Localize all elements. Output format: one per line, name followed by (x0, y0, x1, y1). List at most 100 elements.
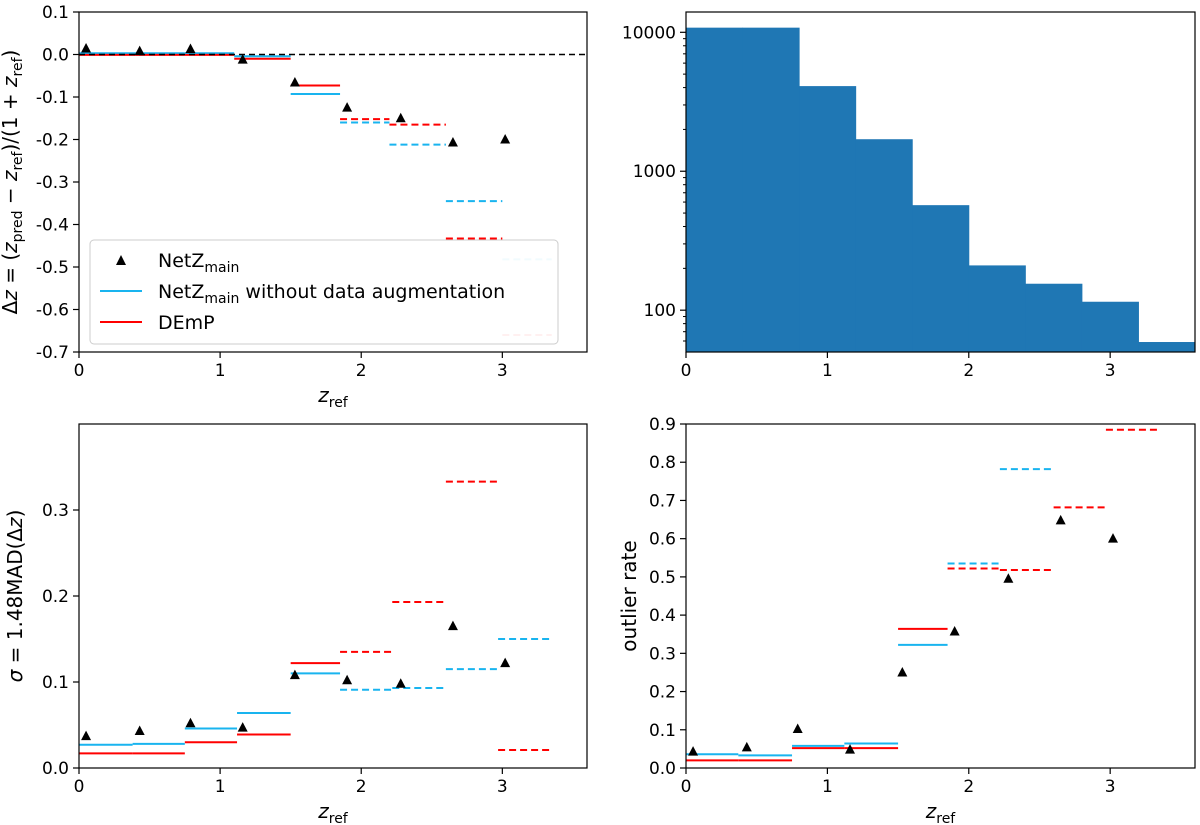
x-tick-label: 3 (1105, 777, 1116, 797)
legend-entry-label: NetZmain (158, 250, 239, 276)
y-tick-label: 0.1 (42, 673, 69, 693)
netz-main-point (342, 674, 353, 685)
netz-main-point (500, 134, 511, 144)
y-tick-label: 0.2 (649, 683, 676, 703)
netz-main-point (1055, 514, 1066, 525)
y-tick-label: 0.9 (649, 415, 676, 435)
ylabel-sub: ref (10, 150, 26, 170)
legend-label-main: NetZ (158, 250, 204, 272)
legend-box (89, 239, 559, 345)
plot-frame (685, 423, 1196, 769)
legend-label-sub: main (204, 291, 239, 307)
x-tick-label: 2 (963, 777, 974, 797)
x-tick-label: 1 (215, 777, 226, 797)
y-tick-label: 0.6 (649, 530, 676, 550)
x-tick-label: 1 (822, 777, 833, 797)
histogram-bar (968, 265, 1026, 352)
legend-label-rest: without data augmentation (239, 281, 505, 303)
plot-area (686, 428, 1160, 762)
ylabel-sigma: σ (3, 668, 27, 682)
y-tick-label: 0.8 (649, 453, 676, 473)
x-tick-label: 1 (822, 361, 833, 381)
y-tick-label: 0.2 (42, 587, 69, 607)
y-tick-label: 0.0 (42, 46, 69, 66)
y-tick-label: -0.1 (36, 88, 69, 108)
x-axis-label: zref (317, 799, 349, 825)
ylabel-mad: = 1.48MAD(Δ (3, 528, 27, 670)
x-label-sub: ref (936, 811, 956, 825)
ylabel-z: z (0, 76, 22, 88)
y-tick-label: 0.3 (42, 501, 69, 521)
plot-frame (78, 423, 588, 769)
y-tick-label: 0.1 (649, 721, 676, 741)
x-tick-label: 0 (74, 361, 85, 381)
netz-main-point (342, 102, 353, 112)
y-tick-label: -0.7 (36, 343, 69, 363)
y-axis-label: Δz = (zpred − zref)/(1 + zref) (0, 50, 26, 315)
x-tick-label: 0 (74, 777, 85, 797)
y-tick-label: -0.4 (36, 216, 69, 236)
ylabel-sub: ref (10, 56, 26, 76)
plot-frame (685, 11, 1196, 353)
x-label-sub: ref (329, 811, 349, 825)
netz-main-point (289, 669, 300, 680)
y-tick-label: 0.7 (649, 491, 676, 511)
netz-main-point (134, 725, 145, 736)
netz-main-point (134, 45, 145, 56)
legend-label-main: DEmP (158, 312, 215, 334)
y-tick-label: 0.5 (649, 568, 676, 588)
plot-area (79, 480, 552, 755)
panel-delta-z: 0 1 2 30.10.0-0.1-0.2-0.3-0.4-0.5-0.6-0.7zr… (0, 3, 588, 411)
y-tick-label: 0.4 (649, 606, 676, 626)
legend-triangle-marker (116, 255, 126, 265)
histogram-bar (1081, 301, 1139, 352)
netz-main-point (1107, 533, 1118, 543)
histogram-bar (1138, 342, 1196, 352)
y-tick-label: 100 (644, 301, 676, 321)
panel-outlier-rate: 0 1 2 3 0.0 0.1 0.2 0.3 0.4 0.5 0.6 0.7 0.8 0.9 zref ou… (617, 415, 1196, 825)
netz-main-point (237, 54, 248, 64)
ylabel-sub: pred (10, 211, 26, 243)
netz-main-point (81, 730, 92, 741)
netz-main-point (185, 717, 196, 728)
ylabel-text: outlier rate (617, 540, 641, 651)
legend-label-main: NetZ (158, 281, 204, 303)
ylabel-z: z (0, 170, 22, 182)
y-tick-label: -0.5 (36, 258, 69, 278)
netz-main-point (845, 744, 856, 754)
x-axis-label: zref (925, 799, 957, 825)
histogram-bar (912, 205, 970, 352)
legend-label-sub: main (204, 260, 239, 276)
y-axis-label: outlier rate (617, 540, 641, 651)
netz-main-point (792, 723, 803, 734)
histogram-bar (799, 86, 857, 352)
x-axis-label: zref (317, 383, 349, 411)
netz-main-point (949, 626, 960, 636)
panel-histogram: 0 1 2 3 100 1000 10000 (622, 11, 1196, 381)
x-tick-label: 2 (356, 777, 367, 797)
histogram-bar (855, 139, 913, 352)
x-tick-label: 3 (497, 777, 508, 797)
panel-sigma: 0 1 2 3 0.0 0.1 0.2 0.3 zref σ = 1.48MAD(Δz) (3, 423, 588, 825)
legend-entry-label: NetZmain without data augmentation (158, 281, 505, 307)
y-tick-label: -0.3 (36, 173, 69, 193)
y-axis-label: σ = 1.48MAD(Δz) (3, 510, 27, 683)
x-tick-label: 0 (681, 777, 692, 797)
netz-main-point (897, 666, 908, 677)
histogram-bar (742, 27, 800, 353)
legend-entry-label: DEmP (158, 312, 215, 334)
ylabel-close: ) (3, 510, 27, 518)
x-tick-label: 0 (681, 361, 692, 381)
x-label-z: z (925, 799, 937, 823)
netz-main-point (688, 746, 699, 756)
netz-main-point (395, 678, 406, 688)
y-tick-label: 0.0 (42, 759, 69, 779)
y-tick-label: 1000 (633, 162, 676, 182)
ylabel-div: )/(1 + (0, 87, 22, 152)
y-tick-label: 0.3 (649, 644, 676, 664)
x-tick-label: 2 (356, 361, 367, 381)
histogram-bar (686, 27, 744, 353)
ylabel-close: ) (0, 50, 22, 58)
netz-main-point (447, 136, 458, 147)
